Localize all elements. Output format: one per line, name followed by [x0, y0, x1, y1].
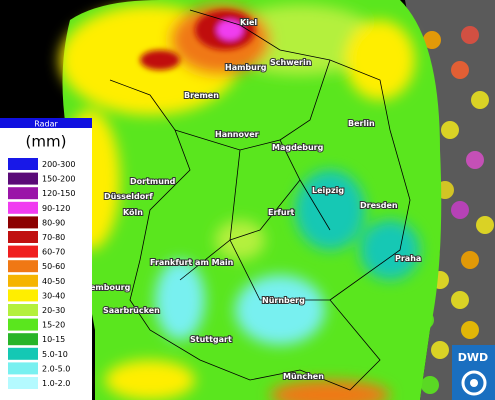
legend-swatch: [8, 377, 38, 389]
legend-label: 150-200: [42, 175, 75, 184]
legend-label: 20-30: [42, 306, 65, 315]
city-label: Köln: [123, 208, 143, 217]
legend-label: 40-50: [42, 277, 65, 286]
legend-swatch: [8, 318, 38, 331]
city-label: München: [283, 372, 324, 381]
city-label: Dortmund: [130, 177, 176, 186]
legend-label: 50-60: [42, 262, 65, 271]
city-label: Düsseldorf: [104, 192, 153, 201]
legend-label: 80-90: [42, 218, 65, 227]
city-label: Frankfurt am Main: [150, 258, 234, 267]
city-label: Saarbrücken: [103, 306, 160, 315]
city-label: Hamburg: [225, 63, 267, 72]
legend-swatch: [8, 172, 38, 185]
legend-swatch: [8, 201, 38, 214]
legend-swatch: [8, 289, 38, 302]
legend-label: 10-15: [42, 335, 65, 344]
city-label: Berlin: [348, 119, 375, 128]
city-label: Dresden: [360, 201, 398, 210]
legend-swatch: [8, 245, 38, 258]
legend-swatch: [8, 362, 38, 375]
city-label: Nürnberg: [262, 296, 305, 305]
city-label: Leipzig: [312, 186, 344, 195]
city-label: Stuttgart: [190, 335, 232, 344]
city-label: Praha: [395, 254, 421, 263]
legend-swatch: [8, 260, 38, 273]
legend-swatch: [8, 304, 38, 316]
city-label: Kiel: [240, 18, 257, 27]
legend-label: 5.0-10: [42, 350, 68, 359]
legend-label: 60-70: [42, 248, 65, 257]
legend-label: 30-40: [42, 291, 65, 300]
legend-swatch: [8, 274, 38, 287]
legend-swatch: [8, 333, 38, 346]
city-label: Schwerin: [270, 58, 312, 67]
dwd-logo: DWD: [452, 345, 495, 400]
city-label: Magdeburg: [272, 143, 324, 152]
legend-swatch: [8, 347, 38, 360]
legend-label: 70-80: [42, 233, 65, 242]
legend-swatch: [8, 158, 38, 170]
city-label: embourg: [90, 283, 131, 292]
legend-unit: (mm): [26, 133, 67, 151]
legend-swatch: [8, 231, 38, 243]
legend-title: Radar: [34, 120, 58, 129]
logo-text: DWD: [458, 351, 488, 364]
legend-label: 200-300: [42, 160, 75, 169]
city-label: Hannover: [215, 130, 259, 139]
city-label: Bremen: [184, 91, 219, 100]
legend-label: 15-20: [42, 321, 65, 330]
city-label: Erfurt: [268, 208, 295, 217]
legend-swatch: [8, 216, 38, 229]
radar-field: [60, 0, 442, 400]
borders: [109, 9, 411, 391]
legend-label: 1.0-2.0: [42, 379, 70, 388]
legend-label: 2.0-5.0: [42, 364, 70, 373]
legend-label: 120-150: [42, 189, 75, 198]
legend-swatch: [8, 187, 38, 200]
legend-label: 90-120: [42, 204, 70, 213]
legend: Radar (mm) 200-300 150-200 120-150 90-120 80…: [0, 118, 92, 400]
